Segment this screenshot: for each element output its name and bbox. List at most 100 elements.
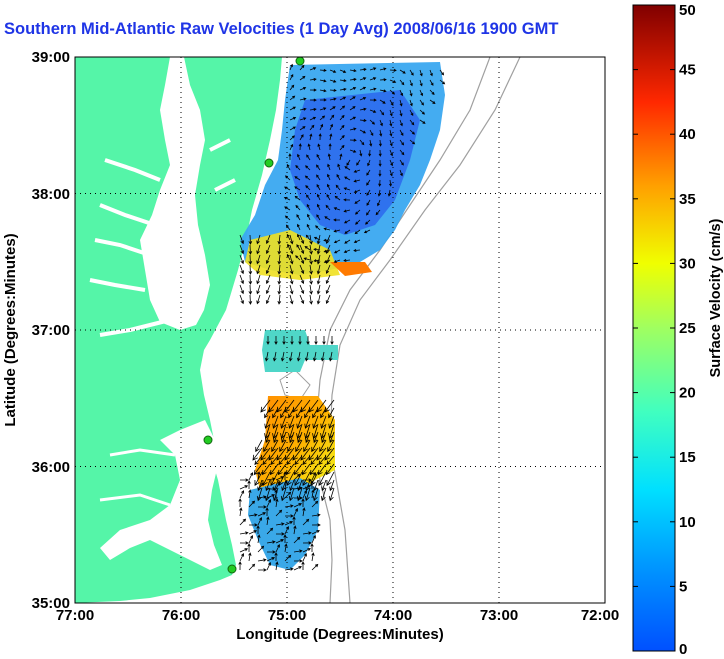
velocity-arrow [379, 89, 387, 93]
velocity-arrow [409, 69, 414, 76]
velocity-arrow [306, 223, 311, 231]
velocity-arrow [257, 534, 261, 544]
velocity-arrow [238, 561, 242, 571]
velocity-arrow [266, 516, 270, 526]
velocity-arrow [286, 253, 291, 261]
velocity-arrow [328, 407, 335, 419]
velocity-arrow [238, 498, 242, 508]
velocity-arrow [257, 471, 261, 481]
velocity-arrow [302, 485, 312, 490]
velocity-arrow [284, 514, 294, 518]
velocity-arrow [274, 552, 278, 562]
velocity-arrow [288, 351, 293, 362]
velocity-arrow [287, 243, 291, 251]
y-tick-label: 36:00 [32, 459, 70, 476]
velocity-arrow [409, 129, 416, 135]
velocity-arrow [289, 274, 294, 285]
velocity-arrow [257, 558, 267, 562]
velocity-arrow [289, 264, 294, 275]
radar-station [227, 564, 237, 574]
velocity-arrow [271, 439, 279, 453]
velocity-arrow [325, 463, 335, 476]
velocity-arrow [329, 133, 333, 141]
velocity-arrow [299, 254, 305, 265]
plot-frame [74, 56, 606, 604]
bay-tributary [89, 138, 236, 337]
velocity-arrow [339, 96, 347, 101]
velocity-arrow [388, 179, 393, 187]
velocity-arrow [239, 234, 245, 245]
velocity-arrow [298, 336, 302, 345]
colorbar-tick-label: 20 [679, 385, 696, 402]
velocity-arrow [295, 204, 301, 211]
velocity-arrow [294, 471, 303, 487]
velocity-arrow [296, 407, 303, 419]
velocity-arrow [284, 206, 291, 211]
velocity-arrow [419, 119, 426, 124]
velocity-arrow [328, 351, 333, 362]
velocity-arrow [311, 472, 316, 481]
velocity-arrow [369, 129, 374, 137]
velocity-arrow [335, 184, 341, 191]
velocity-arrow [328, 487, 335, 502]
velocity-arrow [275, 498, 279, 508]
velocity-arrow [429, 99, 436, 104]
velocity-arrow [409, 79, 413, 87]
velocity-arrow [299, 264, 305, 275]
velocity-arrow [334, 195, 341, 201]
velocity-arrow [353, 239, 361, 244]
velocity-arrow [288, 407, 295, 419]
velocity-arrow [256, 264, 261, 275]
velocity-arrow [289, 135, 295, 141]
velocity-arrow [369, 109, 377, 113]
velocity-arrow [302, 518, 310, 526]
velocity-arrow [319, 123, 324, 131]
velocity-arrow [239, 531, 249, 535]
velocity-arrow [288, 415, 295, 429]
velocity-arrow [389, 169, 393, 177]
velocity-arrow [379, 109, 385, 116]
velocity-arrow [293, 486, 303, 490]
velocity-arrow [272, 407, 279, 419]
velocity-arrow [310, 543, 314, 553]
colorbar-tick-label: 35 [679, 191, 696, 208]
velocity-arrow [239, 548, 249, 553]
y-axis-label: Latitude (Degrees:Minutes) [2, 233, 19, 426]
velocity-arrow [311, 439, 319, 453]
velocity-arrow [304, 245, 311, 251]
velocity-arrow [359, 107, 367, 111]
velocity-arrow [272, 351, 277, 362]
velocity-arrow [419, 99, 424, 106]
velocity-arrow [379, 129, 383, 137]
velocity-arrow [354, 199, 361, 204]
velocity-arrow [284, 491, 292, 499]
velocity-arrow [257, 568, 267, 572]
velocity-arrow [239, 485, 249, 490]
velocity-arrow [296, 423, 303, 440]
velocity-arrow [309, 124, 315, 131]
velocity-arrow [309, 274, 313, 285]
velocity-arrow [275, 539, 285, 544]
velocity-arrow [329, 79, 337, 83]
velocity-arrow [378, 149, 382, 157]
velocity-arrow [399, 149, 405, 156]
velocity-arrow [349, 127, 357, 131]
velocity-arrow [319, 98, 327, 102]
velocity-arrow [399, 169, 403, 177]
velocity-arrow [378, 169, 382, 177]
velocity-arrow [293, 473, 301, 481]
velocity-arrow [378, 179, 382, 187]
velocity-arrow [239, 264, 245, 275]
velocity-arrow [256, 244, 261, 255]
velocity-arrow [320, 351, 325, 362]
velocity-arrow [343, 209, 351, 213]
velocity-arrow [284, 521, 294, 526]
velocity-arrow [318, 133, 322, 141]
velocity-arrow [283, 471, 287, 481]
velocity-arrow [343, 249, 351, 253]
velocity-arrow [289, 244, 294, 255]
velocity-arrow [302, 541, 312, 545]
velocity-arrow [344, 166, 351, 171]
velocity-arrow [256, 294, 261, 305]
